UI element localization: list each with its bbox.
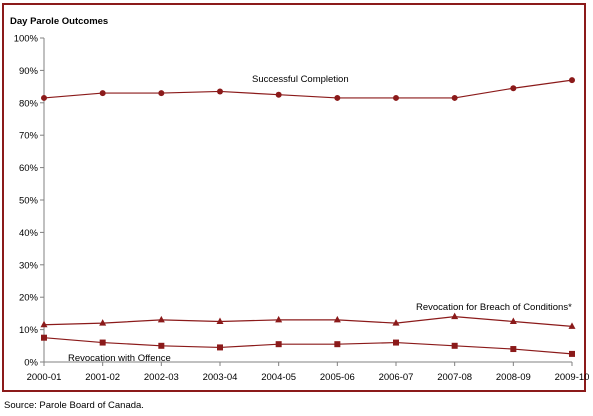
data-point: [334, 94, 341, 101]
x-tick-label: 2009-10: [555, 372, 590, 383]
x-tick-label: 2007-08: [437, 372, 472, 383]
series-line-0: [43, 79, 573, 99]
y-tick-label: 100%: [14, 34, 39, 45]
data-point: [569, 77, 575, 84]
x-tick-label: 2003-04: [203, 372, 238, 383]
x-tick-label: 2002-03: [144, 372, 179, 383]
x-tick-label: 2006-07: [379, 372, 414, 383]
source-note: Source: Parole Board of Canada.: [4, 400, 144, 411]
data-point: [40, 320, 48, 328]
data-point: [510, 85, 517, 92]
y-tick-label: 70%: [19, 131, 39, 142]
y-tick-label: 50%: [19, 196, 39, 207]
x-tick-label: 2001-02: [85, 372, 120, 383]
chart-title: Day Parole Outcomes: [10, 16, 109, 27]
chart-frame: Day Parole Outcomes 0% 10% 20% 30% 40% 50% 60%…: [2, 3, 590, 392]
data-point: [393, 339, 399, 346]
data-point: [334, 341, 341, 348]
line-chart: 0% 10% 20% 30% 40% 50% 60% 70% 80% 90% 100% 2000-01…: [14, 34, 590, 384]
data-point: [217, 88, 223, 95]
data-point: [392, 319, 400, 326]
data-point: [158, 90, 165, 97]
data-point: [569, 350, 575, 357]
x-tick-label: 2000-01: [27, 372, 62, 383]
data-point: [99, 90, 106, 97]
y-tick-label: 80%: [19, 98, 39, 109]
data-point: [216, 317, 224, 324]
series-label: Revocation for Breach of Conditions*: [416, 302, 572, 313]
x-tick-label: 2005-06: [320, 372, 355, 383]
y-tick-label: 40%: [19, 228, 39, 239]
data-point: [41, 94, 47, 101]
data-point: [158, 342, 165, 349]
x-tick-label: 2008-09: [496, 372, 531, 383]
data-point: [333, 315, 341, 323]
x-tick-label: 2004-05: [261, 372, 296, 383]
y-tick-label: 0%: [24, 358, 38, 369]
y-tick-label: 60%: [19, 163, 39, 174]
data-point: [217, 344, 223, 351]
data-point: [99, 319, 107, 326]
series-label: Revocation with Offence: [68, 353, 171, 364]
data-point: [275, 91, 282, 98]
data-point: [157, 315, 165, 323]
data-point: [393, 94, 399, 101]
series-label: Successful Completion: [252, 74, 349, 85]
data-point: [99, 339, 106, 346]
data-point: [568, 322, 576, 329]
y-tick-label: 30%: [19, 260, 39, 271]
data-point: [509, 317, 517, 324]
y-tick-label: 10%: [19, 325, 39, 336]
data-point: [275, 315, 283, 323]
data-point: [451, 94, 458, 101]
y-tick-label: 90%: [19, 66, 39, 77]
data-point: [451, 342, 458, 349]
series-line-2: [43, 337, 573, 355]
y-tick-label: 20%: [19, 293, 39, 304]
data-point: [451, 312, 459, 320]
data-point: [510, 346, 517, 353]
series-line-1: [43, 316, 573, 327]
data-point: [275, 341, 282, 348]
data-point: [41, 334, 47, 341]
